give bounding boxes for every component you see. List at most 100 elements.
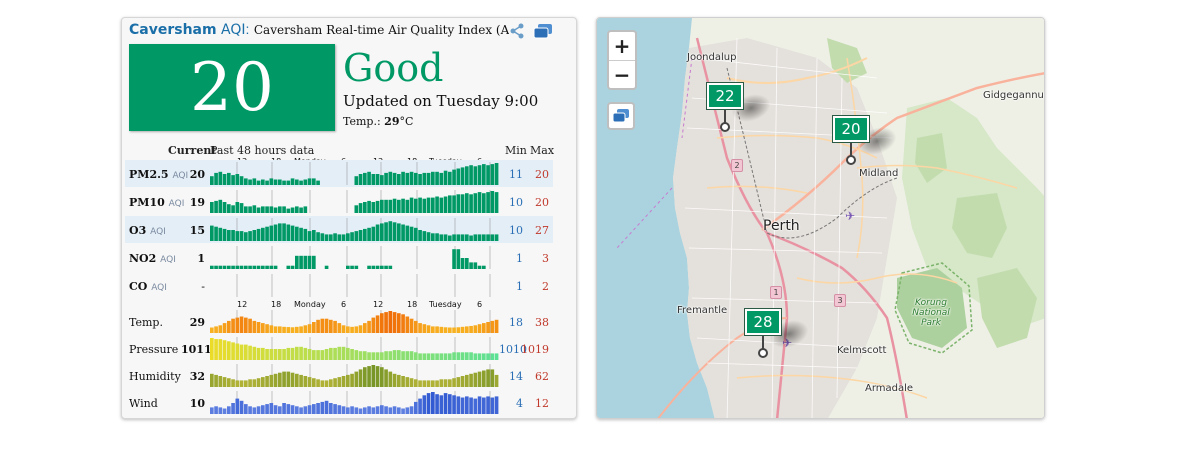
window-icon[interactable] [532, 22, 554, 40]
pressure-bar [401, 351, 405, 360]
humidity-bar [456, 377, 461, 387]
row-pressure[interactable]: Pressure 1011 1010 1019 [125, 335, 553, 362]
humidity-chart[interactable] [210, 364, 499, 387]
humidity-bar [375, 366, 380, 387]
marker-value[interactable]: 22 [706, 82, 744, 110]
wind-bar [320, 401, 325, 414]
pm25-bar [448, 171, 452, 185]
row-min: 1 [516, 280, 523, 293]
zoom-out-button[interactable]: − [613, 63, 631, 87]
zoom-in-button[interactable]: + [609, 32, 635, 61]
row-pm25[interactable]: PM2.5 AQI 20 11 20 [125, 160, 553, 187]
route-shield: 3 [834, 294, 846, 307]
temp-bar [388, 311, 393, 333]
pressure-bar [214, 339, 218, 360]
co-chart[interactable] [210, 274, 499, 297]
pm10-bar [439, 197, 444, 213]
aqi-value: 20 [190, 49, 274, 126]
row-temp[interactable]: Temp. 29 18 38 [125, 308, 553, 335]
wind-bar [392, 406, 397, 414]
row-o3[interactable]: O3 AQI 15 10 27 [125, 216, 553, 243]
pm10-bar [494, 192, 499, 213]
pressure-bar [341, 346, 346, 360]
pm10-bar [397, 199, 401, 213]
pressure-bar [312, 350, 316, 360]
marker-pole [850, 142, 852, 158]
pm10-bar [269, 206, 274, 213]
humidity-bar [329, 379, 333, 387]
pm25-bar [252, 178, 257, 185]
wind-chart[interactable] [210, 391, 499, 414]
pressure-chart[interactable] [210, 337, 499, 360]
humidity-bar [448, 379, 452, 387]
pm10-bar [418, 197, 422, 213]
o3-bar [222, 228, 227, 241]
pm25-bar [426, 172, 431, 185]
no2-chart[interactable] [210, 246, 499, 269]
o3-bar [482, 234, 486, 241]
city-name[interactable]: Caversham [129, 22, 217, 38]
layers-button[interactable] [607, 102, 635, 130]
row-wind[interactable]: Wind 10 4 12 [125, 389, 553, 416]
marker-value[interactable]: 28 [744, 308, 782, 336]
temp-chart[interactable] [210, 310, 499, 333]
o3-bar [286, 224, 291, 241]
no2-bar [303, 255, 308, 269]
humidity-bar [384, 369, 388, 387]
map-canvas[interactable] [597, 18, 1045, 419]
tick-label: 12 [237, 300, 248, 309]
header-colon: : [245, 21, 250, 37]
humidity-bar [303, 376, 308, 387]
wind-bar [456, 396, 461, 414]
humidity-bar [222, 377, 227, 387]
aqi-widget: Caversham AQI: Caversham Real-time Air Q… [121, 17, 577, 419]
o3-bar [448, 235, 452, 241]
label-midland: Midland [859, 168, 899, 179]
pm10-bar [388, 199, 393, 213]
pm25-chart[interactable] [210, 162, 499, 185]
temp-bar [235, 317, 240, 333]
pressure-bar [261, 347, 265, 360]
pressure-bar [329, 347, 333, 360]
pm10-bar [426, 197, 431, 213]
humidity-bar [414, 379, 418, 387]
pm10-chart[interactable] [210, 190, 499, 213]
o3-bar [303, 228, 308, 241]
o3-bar [392, 222, 397, 241]
o3-chart[interactable] [210, 218, 499, 241]
pm10-bar [477, 192, 482, 213]
pm10-bar [363, 202, 367, 213]
share-icon[interactable] [508, 22, 526, 40]
pm10-bar [231, 205, 235, 213]
row-pm10[interactable]: PM10 AQI 19 10 20 [125, 188, 553, 215]
temp-bar [278, 326, 282, 333]
pm10-bar [405, 199, 410, 213]
row-no2[interactable]: NO2 AQI 1 1 3 [125, 244, 553, 271]
pm25-bar [452, 169, 456, 185]
humidity-bar [371, 365, 376, 387]
row-label-main: PM10 [129, 196, 165, 209]
pressure-bar [422, 353, 427, 360]
no2-bar [346, 265, 350, 269]
header-past: Past 48 hours data [210, 144, 315, 157]
route-shield: 2 [731, 159, 743, 172]
temp-bar [290, 327, 295, 333]
o3-bar [473, 234, 478, 241]
wind-bar [227, 406, 231, 414]
airport-icon: ✈ [782, 336, 792, 350]
humidity-bar [299, 374, 303, 387]
temp-bar [384, 312, 388, 333]
humidity-bar [265, 376, 269, 387]
row-co[interactable]: CO AQI - 1 2 [125, 272, 553, 299]
pm25-bar [278, 179, 282, 185]
pressure-bar [418, 353, 422, 360]
wind-bar [265, 404, 269, 414]
no2-bar [244, 265, 248, 269]
temp-bar [227, 320, 231, 333]
pm25-bar [418, 174, 422, 185]
row-humidity[interactable]: Humidity 32 14 62 [125, 362, 553, 389]
no2-bar [299, 255, 303, 269]
marker-value[interactable]: 20 [832, 115, 870, 143]
o3-bar [299, 227, 303, 241]
map-panel[interactable]: + − Joondalup Gidgegannup Midland Perth … [596, 17, 1045, 419]
